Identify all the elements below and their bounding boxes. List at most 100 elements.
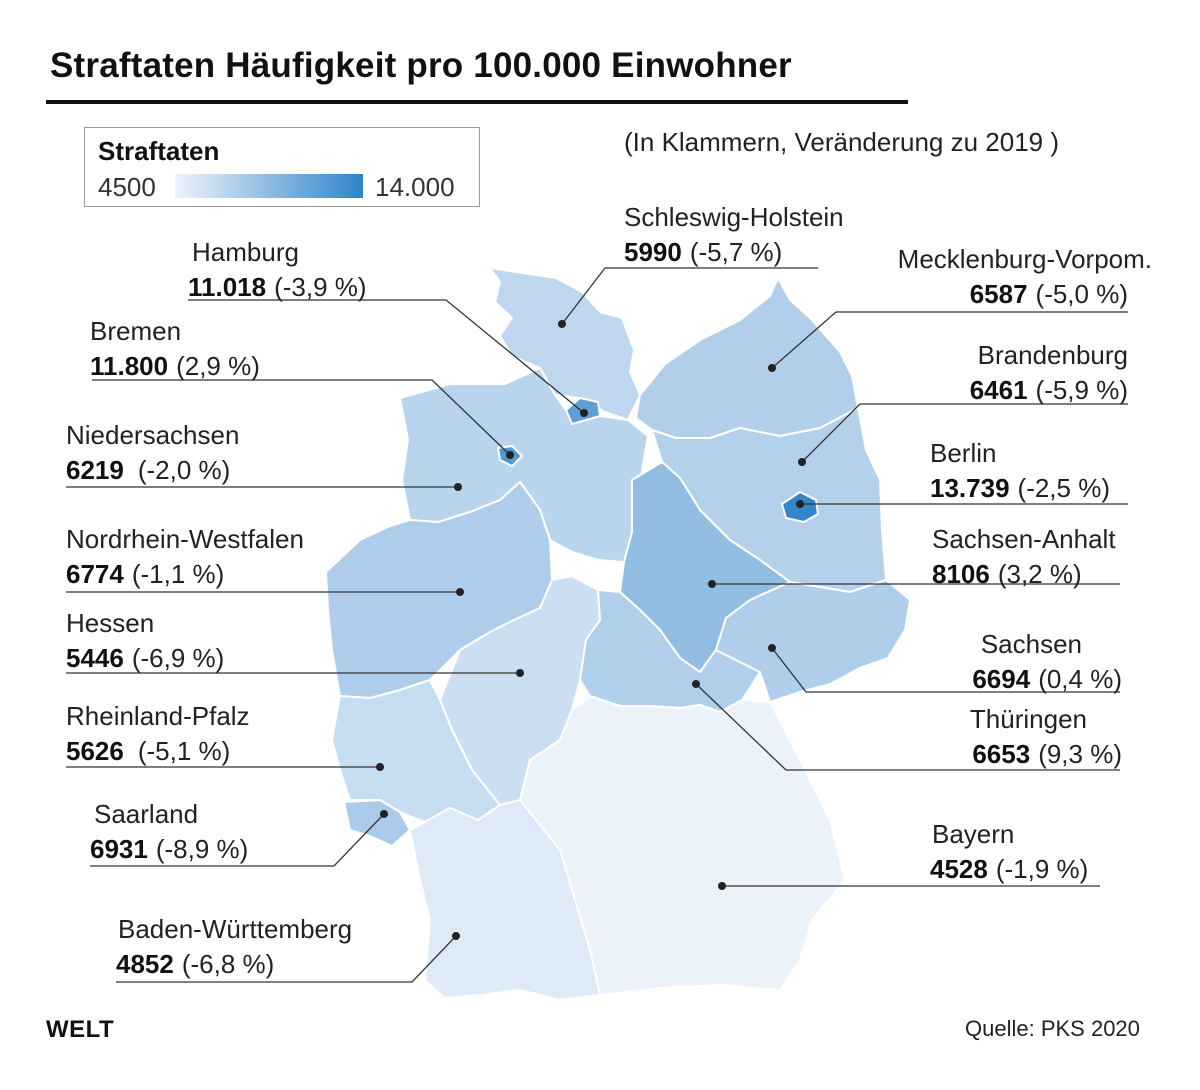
dot-bb [798,458,806,466]
label-sn: Sachsen 6694 (0,4 %) [920,631,1122,692]
state-change: (-5,9 %) [1035,375,1128,405]
dot-bw [452,932,460,940]
state-value: 5626 [66,736,124,766]
legend-gradient [175,174,363,198]
state-value: 8106 [932,559,990,589]
leader-th [695,683,1120,771]
label-bb: Brandenburg 6461 (-5,9 %) [900,342,1128,403]
state-name: Berlin [930,438,997,468]
state-change: (-3,9 %) [274,272,367,302]
state-name: Rheinland-Pfalz [66,701,250,731]
state-change: (9,3 %) [1038,739,1122,769]
label-nw: Nordrhein-Westfalen 6774 (-1,1 %) [66,526,304,587]
state-name: Hessen [66,608,155,638]
label-bw: Baden-Württemberg 4852 (-6,8 %) [116,916,352,977]
state-change: (-2,5 %) [1017,473,1110,503]
dot-nw [456,588,464,596]
brand-logo: WELT [46,1016,115,1043]
state-value: 4528 [930,854,988,884]
state-value: 6774 [66,559,124,589]
state-value: 5446 [66,643,124,673]
state-name: Sachsen [980,629,1082,659]
dot-mv [768,364,776,372]
label-ni: Niedersachsen 6219 (-2,0 %) [66,422,239,483]
state-change: (-5,7 %) [689,237,783,267]
state-change: (-5,0 %) [1035,279,1128,309]
title-rule [46,100,908,104]
leader-sh [561,267,818,325]
state-value: 6694 [972,664,1031,694]
state-value: 6587 [969,279,1028,309]
dot-sl [380,810,388,818]
dot-hh [580,409,588,417]
leader-hh [188,299,585,414]
leader-bw [116,935,457,983]
state-value: 13.739 [930,473,1010,503]
state-name: Nordrhein-Westfalen [66,524,304,554]
change-note: (In Klammern, Veränderung zu 2019 ) [624,127,1060,157]
state-shape-sn [715,579,911,703]
state-change: (-1,9 %) [995,854,1089,884]
dot-he [516,669,524,677]
state-shape-sh [489,267,641,421]
source-note: Quelle: PKS 2020 [965,1016,1140,1041]
state-change: (0,4 %) [1038,664,1122,694]
state-name: Baden-Württemberg [118,914,353,944]
dot-st [708,580,716,588]
state-change: (-8,9 %) [155,834,249,864]
state-change: (-6,8 %) [181,949,275,979]
state-name: Thüringen [969,704,1087,734]
state-value: 6653 [972,739,1031,769]
dot-sn [768,644,776,652]
state-change: (3,2 %) [997,559,1082,589]
state-change: (-1,1 %) [131,559,225,589]
legend-max: 14.000 [375,172,455,202]
leader-mv [771,311,1128,369]
state-name: Brandenburg [977,340,1128,370]
dot-rp [376,763,384,771]
label-hh: Hamburg 11.018 (-3,9 %) [188,239,367,300]
label-sh: Schleswig-Holstein 5990 (-5,7 %) [624,204,844,265]
state-value: 5990 [624,237,682,267]
legend-min: 4500 [98,172,156,202]
state-value: 6931 [90,834,148,864]
label-sl: Saarland 6931 (-8,9 %) [90,801,248,862]
leader-bb [801,403,1128,463]
leader-sl [90,813,385,867]
state-name: Saarland [94,799,199,829]
state-name: Schleswig-Holstein [624,202,844,232]
legend: Straftaten 4500 14.000 [84,127,480,207]
state-change: (-6,9 %) [131,643,225,673]
dot-sh [558,320,566,328]
state-name: Bayern [932,819,1015,849]
state-name: Hamburg [192,237,299,267]
state-change: (-5,1 %) [137,736,231,766]
label-mv: Mecklenburg-Vorpom. 6587 (-5,0 %) [850,246,1152,307]
label-rp: Rheinland-Pfalz 5626 (-5,1 %) [66,703,250,764]
label-be: Berlin 13.739 (-2,5 %) [930,440,1110,501]
state-name: Mecklenburg-Vorpom. [897,244,1152,274]
state-shape-bw [409,799,601,1001]
label-by: Bayern 4528 (-1,9 %) [930,821,1088,882]
state-shape-mv [635,277,859,439]
label-he: Hessen 5446 (-6,9 %) [66,610,224,671]
state-value: 6461 [969,375,1028,405]
dot-ni [454,483,462,491]
dot-by [718,882,726,890]
legend-title: Straftaten [98,136,220,166]
dot-hb [506,451,514,459]
label-hb: Bremen 11.800 (2,9 %) [90,318,260,379]
state-change: (2,9 %) [176,351,260,381]
state-name: Bremen [90,316,182,346]
state-shape-sl [343,799,411,847]
dot-be [796,500,804,508]
state-value: 6219 [66,455,124,485]
state-name: Sachsen-Anhalt [932,524,1116,554]
state-value: 11.800 [90,351,169,381]
label-th: Thüringen 6653 (9,3 %) [920,706,1122,767]
dot-th [692,680,700,688]
state-value: 4852 [116,949,174,979]
state-name: Niedersachsen [66,420,240,450]
page-title: Straftaten Häufigkeit pro 100.000 Einwoh… [50,46,792,85]
